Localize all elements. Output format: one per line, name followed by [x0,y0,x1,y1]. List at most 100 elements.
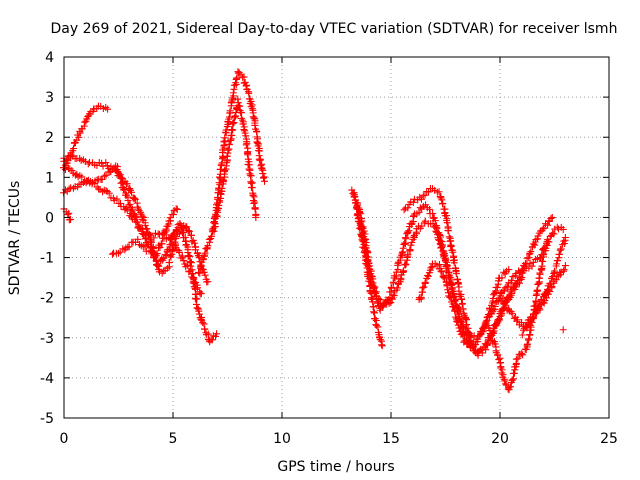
data-point [215,201,223,209]
y-tick-label: -1 [40,251,54,267]
x-tick-label: 20 [491,431,509,447]
y-axis-label: SDTVAR / TECUs [7,181,23,296]
data-point [204,278,212,286]
data-point [384,297,392,305]
data-point [172,233,180,241]
data-point [440,274,448,282]
data-point [122,204,130,212]
data-point [409,198,417,206]
data-point [102,159,110,167]
data-point [561,239,569,247]
data-point [201,249,209,257]
data-point [376,336,384,344]
data-point [553,257,561,265]
data-point [120,185,128,193]
data-point [433,224,441,232]
data-point [484,341,492,349]
data-point [158,240,166,248]
data-point [243,139,251,147]
data-point [527,248,535,256]
data-point [560,266,568,274]
data-point [114,249,122,257]
data-point [494,351,502,359]
data-point [443,261,451,269]
data-point [410,233,418,241]
data-point [201,271,209,279]
data-point [495,316,503,324]
data-point [166,214,174,222]
data-point [76,155,84,163]
data-point [108,250,116,258]
data-point [498,309,506,317]
data-point [444,286,452,294]
data-point [519,267,527,275]
data-point [398,249,406,257]
data-point [154,262,162,270]
data-point [229,89,237,97]
data-point [439,200,447,208]
data-point [234,68,242,76]
data-point [145,231,153,239]
data-point [504,283,512,291]
data-point [525,254,533,262]
plot-frame [63,56,610,419]
data-point [491,321,499,329]
series-arc-4 [60,157,205,298]
data-point [464,324,472,332]
data-point [550,230,558,238]
data-point [488,331,496,339]
data-point [437,194,445,202]
data-point [166,252,174,260]
data-point [419,284,427,292]
data-point [549,229,557,237]
data-point [452,270,460,278]
data-point [559,267,567,275]
data-point [253,139,261,147]
data-point [150,234,158,242]
data-point [388,284,396,292]
data-point [252,213,260,221]
data-point [404,250,412,258]
data-point [133,218,141,226]
data-point [426,205,434,213]
data-point [213,330,221,338]
data-point [208,336,216,344]
data-point [183,223,191,231]
data-point [125,243,133,251]
data-point [78,173,86,181]
data-point [458,300,466,308]
data-point [539,251,547,259]
data-point [186,267,194,275]
data-point [200,320,208,328]
data-point [525,335,533,343]
data-point [399,244,407,252]
data-point [421,278,429,286]
data-point [482,346,490,354]
data-point [495,356,503,364]
data-point [459,305,467,313]
data-point [408,219,416,227]
data-point [441,252,449,260]
series-arc-7 [210,95,260,235]
data-point [557,245,565,253]
data-point [535,274,543,282]
data-point [123,180,131,188]
data-point [221,134,229,142]
data-point [427,264,435,272]
data-point [368,289,376,297]
data-point [417,293,425,301]
data-point [261,177,269,185]
data-point [551,267,559,275]
data-point [424,272,432,280]
data-point [540,224,548,232]
data-point [491,303,499,310]
data-point [359,243,367,251]
data-point [70,145,78,153]
data-point [528,318,536,326]
data-point [547,214,555,222]
data-point [67,151,75,159]
series-arc-14 [483,238,552,394]
data-point [544,287,552,295]
data-point [449,248,457,256]
data-point [76,129,84,137]
